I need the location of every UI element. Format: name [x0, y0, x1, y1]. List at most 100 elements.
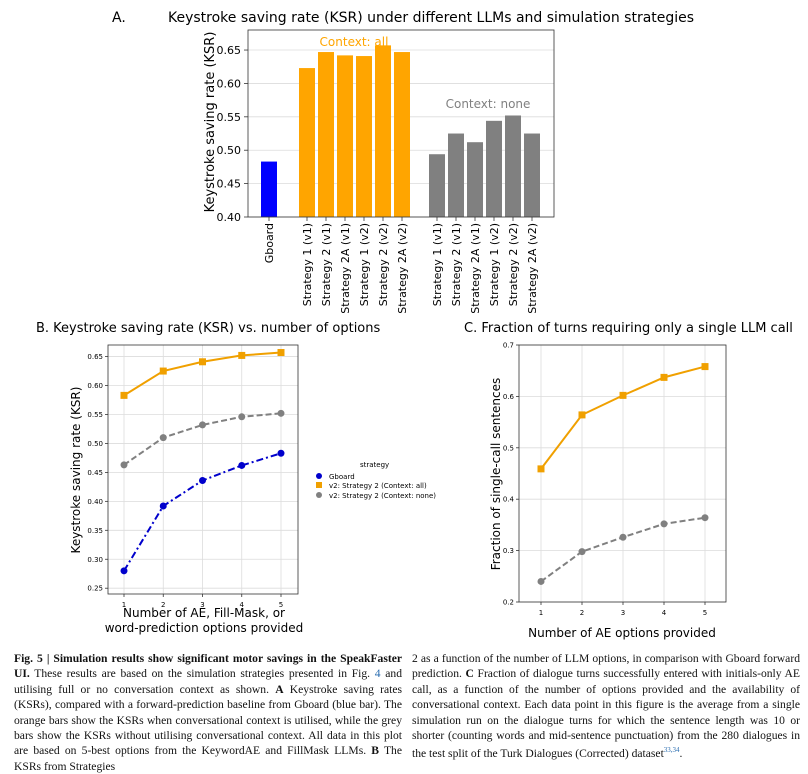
panel-b-y-ticks: 0.25 0.30 0.35 0.40 0.45 0.50 0.55 0.60 0.65	[87, 353, 108, 593]
x-tick-label-1-3: Strategy 1 (v2)	[358, 223, 371, 306]
bar-2-1	[448, 134, 464, 217]
b-y-tick-label-0.25: 0.25	[87, 585, 103, 593]
c-x-tick-label-1: 1	[539, 609, 543, 617]
bar-2-0	[429, 154, 445, 217]
bar-2-2	[467, 142, 483, 217]
x-tick-label-1-5: Strategy 2A (v2)	[396, 223, 409, 314]
c-point-0-3	[661, 374, 668, 381]
panel-b-xlabel-line1: Number of AE, Fill-Mask, or	[123, 606, 285, 620]
legend-marker-context-none	[316, 492, 322, 498]
bar-0-0	[261, 162, 277, 217]
bar-2-3	[486, 121, 502, 217]
panel-a-y-ticks: 0.400.450.500.550.600.65	[217, 44, 249, 224]
x-tick-label-2-3: Strategy 1 (v2)	[488, 223, 501, 306]
bar-1-4	[375, 45, 391, 217]
b-y-tick-label-0.50: 0.50	[87, 440, 103, 448]
caption-right-column: 2 as a function of the number of LLM opt…	[412, 651, 800, 762]
bar-1-2	[337, 55, 353, 217]
panel-b-legend: strategy Gboard v2: Strategy 2 (Context:…	[316, 461, 436, 500]
b-point-1-0	[121, 392, 128, 399]
panel-a: A. Keystroke saving rate (KSR) under dif…	[112, 10, 694, 314]
b-y-tick-label-0.30: 0.30	[87, 556, 103, 564]
bar-2-5	[524, 134, 540, 217]
panel-c-ylabel: Fraction of single-call sentences	[489, 378, 503, 571]
x-tick-label-2-1: Strategy 2 (v1)	[450, 223, 463, 306]
caption-label-b: B	[371, 744, 379, 757]
b-point-0-4	[278, 450, 285, 457]
panel-b: B. Keystroke saving rate (KSR) vs. numbe…	[36, 321, 436, 635]
tick-label-a-0.40: 0.40	[217, 211, 242, 224]
b-point-1-4	[278, 349, 285, 356]
figure-canvas: A. Keystroke saving rate (KSR) under dif…	[0, 0, 808, 640]
bar-1-1	[318, 52, 334, 217]
b-y-tick-label-0.65: 0.65	[87, 353, 103, 361]
b-y-tick-label-0.35: 0.35	[87, 527, 103, 535]
legend-label-gboard: Gboard	[329, 473, 355, 481]
panel-c-gridlines	[519, 345, 726, 602]
citation-references-link[interactable]: 33,34	[664, 746, 680, 754]
x-tick-label-0-0: Gboard	[263, 223, 276, 263]
b-point-1-3	[238, 352, 245, 359]
panel-a-x-ticks: Gboard Strategy 1 (v1) Strategy 2 (v1) Stra…	[263, 217, 539, 314]
c-y-tick-label-0.3: 0.3	[503, 547, 514, 555]
b-point-2-2	[199, 421, 206, 428]
x-tick-label-1-1: Strategy 2 (v1)	[320, 223, 333, 306]
x-tick-label-1-2: Strategy 2A (v1)	[339, 223, 352, 314]
c-x-tick-label-4: 4	[662, 609, 667, 617]
b-y-tick-label-0.40: 0.40	[87, 498, 103, 506]
caption-right-text-2: Fraction of dialogue turns successfully …	[412, 667, 800, 760]
caption-label-c: C	[466, 667, 474, 680]
caption-right-text-3: .	[680, 747, 683, 760]
c-x-tick-label-2: 2	[580, 609, 584, 617]
b-y-tick-label-0.45: 0.45	[87, 469, 103, 477]
x-tick-label-1-4: Strategy 2 (v2)	[377, 223, 390, 306]
legend-label-context-all: v2: Strategy 2 (Context: all)	[329, 482, 427, 490]
legend-marker-context-all	[316, 482, 322, 488]
x-tick-label-2-2: Strategy 2A (v1)	[469, 223, 482, 314]
b-point-1-2	[199, 358, 206, 365]
b-point-1-1	[160, 368, 167, 375]
tick-label-a-0.65: 0.65	[217, 44, 242, 57]
caption-label-a: A	[275, 683, 283, 696]
panel-b-xlabel-line2: word-prediction options provided	[105, 621, 304, 635]
b-point-0-2	[199, 477, 206, 484]
panel-a-bars	[261, 45, 540, 217]
panel-c-frame	[519, 345, 726, 602]
panel-b-title: B. Keystroke saving rate (KSR) vs. numbe…	[36, 321, 380, 336]
panel-a-title: Keystroke saving rate (KSR) under differ…	[168, 10, 694, 26]
c-y-tick-label-0.7: 0.7	[503, 342, 514, 350]
c-point-0-0	[538, 465, 545, 472]
c-point-1-1	[579, 548, 586, 555]
legend-title: strategy	[360, 461, 389, 469]
panel-c-y-ticks: 0.20.30.40.50.60.7	[503, 342, 519, 607]
c-point-1-4	[702, 514, 709, 521]
x-tick-label-1-0: Strategy 1 (v1)	[301, 223, 314, 306]
x-tick-label-2-0: Strategy 1 (v1)	[431, 223, 444, 306]
annotation-context-none: Context: none	[446, 97, 531, 111]
legend-marker-gboard	[316, 473, 322, 479]
panel-a-ylabel: Keystroke saving rate (KSR)	[203, 32, 218, 213]
x-tick-label-2-5: Strategy 2A (v2)	[526, 223, 539, 314]
panel-b-frame	[108, 345, 298, 594]
b-point-2-0	[121, 461, 128, 468]
c-x-tick-label-3: 3	[621, 609, 625, 617]
tick-label-a-0.45: 0.45	[217, 178, 242, 191]
panel-b-gridlines	[108, 345, 298, 594]
tick-label-a-0.50: 0.50	[217, 144, 242, 157]
c-y-tick-label-0.5: 0.5	[503, 444, 514, 452]
c-point-0-1	[579, 411, 586, 418]
panel-c-title: C. Fraction of turns requiring only a si…	[464, 321, 793, 336]
annotation-context-all: Context: all	[320, 35, 389, 49]
c-point-1-0	[538, 578, 545, 585]
c-point-1-3	[661, 520, 668, 527]
b-point-0-1	[160, 502, 167, 509]
c-point-0-4	[702, 363, 709, 370]
bar-1-3	[356, 56, 372, 217]
c-y-tick-label-0.2: 0.2	[503, 599, 514, 607]
caption-left-column: Fig. 5 | Simulation results show signifi…	[14, 651, 402, 774]
x-tick-label-2-4: Strategy 2 (v2)	[507, 223, 520, 306]
caption-left-text-1: These results are based on the simulatio…	[30, 667, 375, 680]
c-x-tick-label-5: 5	[703, 609, 707, 617]
tick-label-a-0.60: 0.60	[217, 77, 242, 90]
b-point-0-3	[238, 462, 245, 469]
